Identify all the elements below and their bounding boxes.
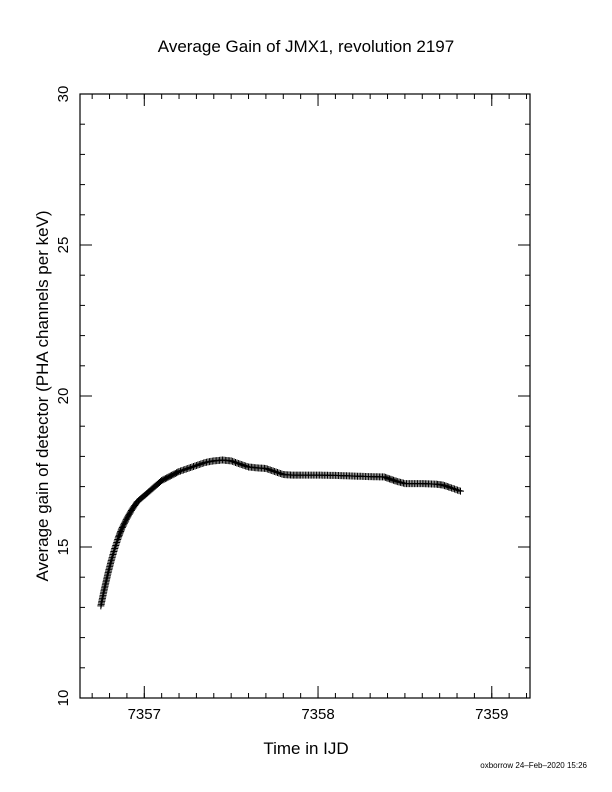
data-point (237, 460, 245, 468)
data-point (240, 461, 248, 469)
data-point (446, 484, 454, 492)
data-point (268, 466, 276, 474)
y-tick-label: 10 (55, 690, 72, 707)
data-point (232, 458, 240, 466)
data-point (179, 466, 187, 474)
data-point (176, 467, 184, 475)
data-point (457, 487, 465, 495)
data-point (178, 466, 186, 474)
data-point (449, 485, 457, 493)
data-point (266, 466, 274, 474)
data-point (190, 462, 198, 470)
data-point (197, 460, 205, 468)
x-tick-label: 7357 (128, 706, 161, 723)
data-point (192, 461, 200, 469)
data-point (182, 465, 190, 473)
data-point (263, 465, 271, 473)
data-point (198, 459, 206, 467)
data-series (97, 456, 465, 610)
data-point (276, 470, 284, 478)
data-point (184, 464, 192, 472)
data-point (448, 484, 456, 492)
data-point (271, 468, 279, 475)
data-point (181, 465, 189, 473)
data-point (273, 469, 281, 477)
y-tick-label: 20 (55, 388, 72, 405)
data-point (454, 486, 462, 494)
data-point (242, 462, 250, 470)
data-point (262, 464, 270, 472)
chart-title: Average Gain of JMX1, revolution 2197 (158, 37, 454, 56)
plot-frame (79, 93, 531, 699)
data-point (275, 469, 283, 477)
data-point (191, 462, 199, 470)
data-point (194, 461, 202, 469)
x-tick-label: 7358 (301, 706, 334, 723)
data-point (230, 458, 238, 466)
axis-tick-labels: 10 15 20 25 30 7357 7358 7359 (55, 86, 508, 723)
footer-stamp: oxborrow 24–Feb–2020 15:26 (480, 761, 587, 770)
data-point (265, 465, 273, 473)
data-point (187, 463, 195, 471)
data-point (188, 463, 196, 471)
data-point (236, 460, 244, 468)
data-point (195, 460, 203, 468)
data-point (455, 487, 463, 495)
data-point (272, 468, 280, 476)
x-axis-label: Time in IJD (263, 739, 348, 758)
data-point (185, 464, 193, 472)
data-point (175, 468, 183, 475)
x-tick-label: 7359 (475, 706, 508, 723)
y-tick-label: 15 (55, 539, 72, 556)
y-axis-label: Average gain of detector (PHA channels p… (33, 210, 52, 581)
data-point (233, 459, 241, 467)
data-point (278, 470, 286, 478)
axis-ticks (80, 93, 530, 699)
data-point (229, 457, 237, 465)
data-point (227, 457, 235, 465)
data-point (269, 467, 277, 475)
data-point (200, 459, 208, 467)
data-point (451, 485, 459, 493)
data-point (239, 461, 247, 469)
y-tick-label: 25 (55, 237, 72, 254)
data-point (243, 462, 251, 470)
data-point (234, 459, 242, 467)
y-tick-label: 30 (55, 86, 72, 103)
data-point (452, 486, 460, 494)
